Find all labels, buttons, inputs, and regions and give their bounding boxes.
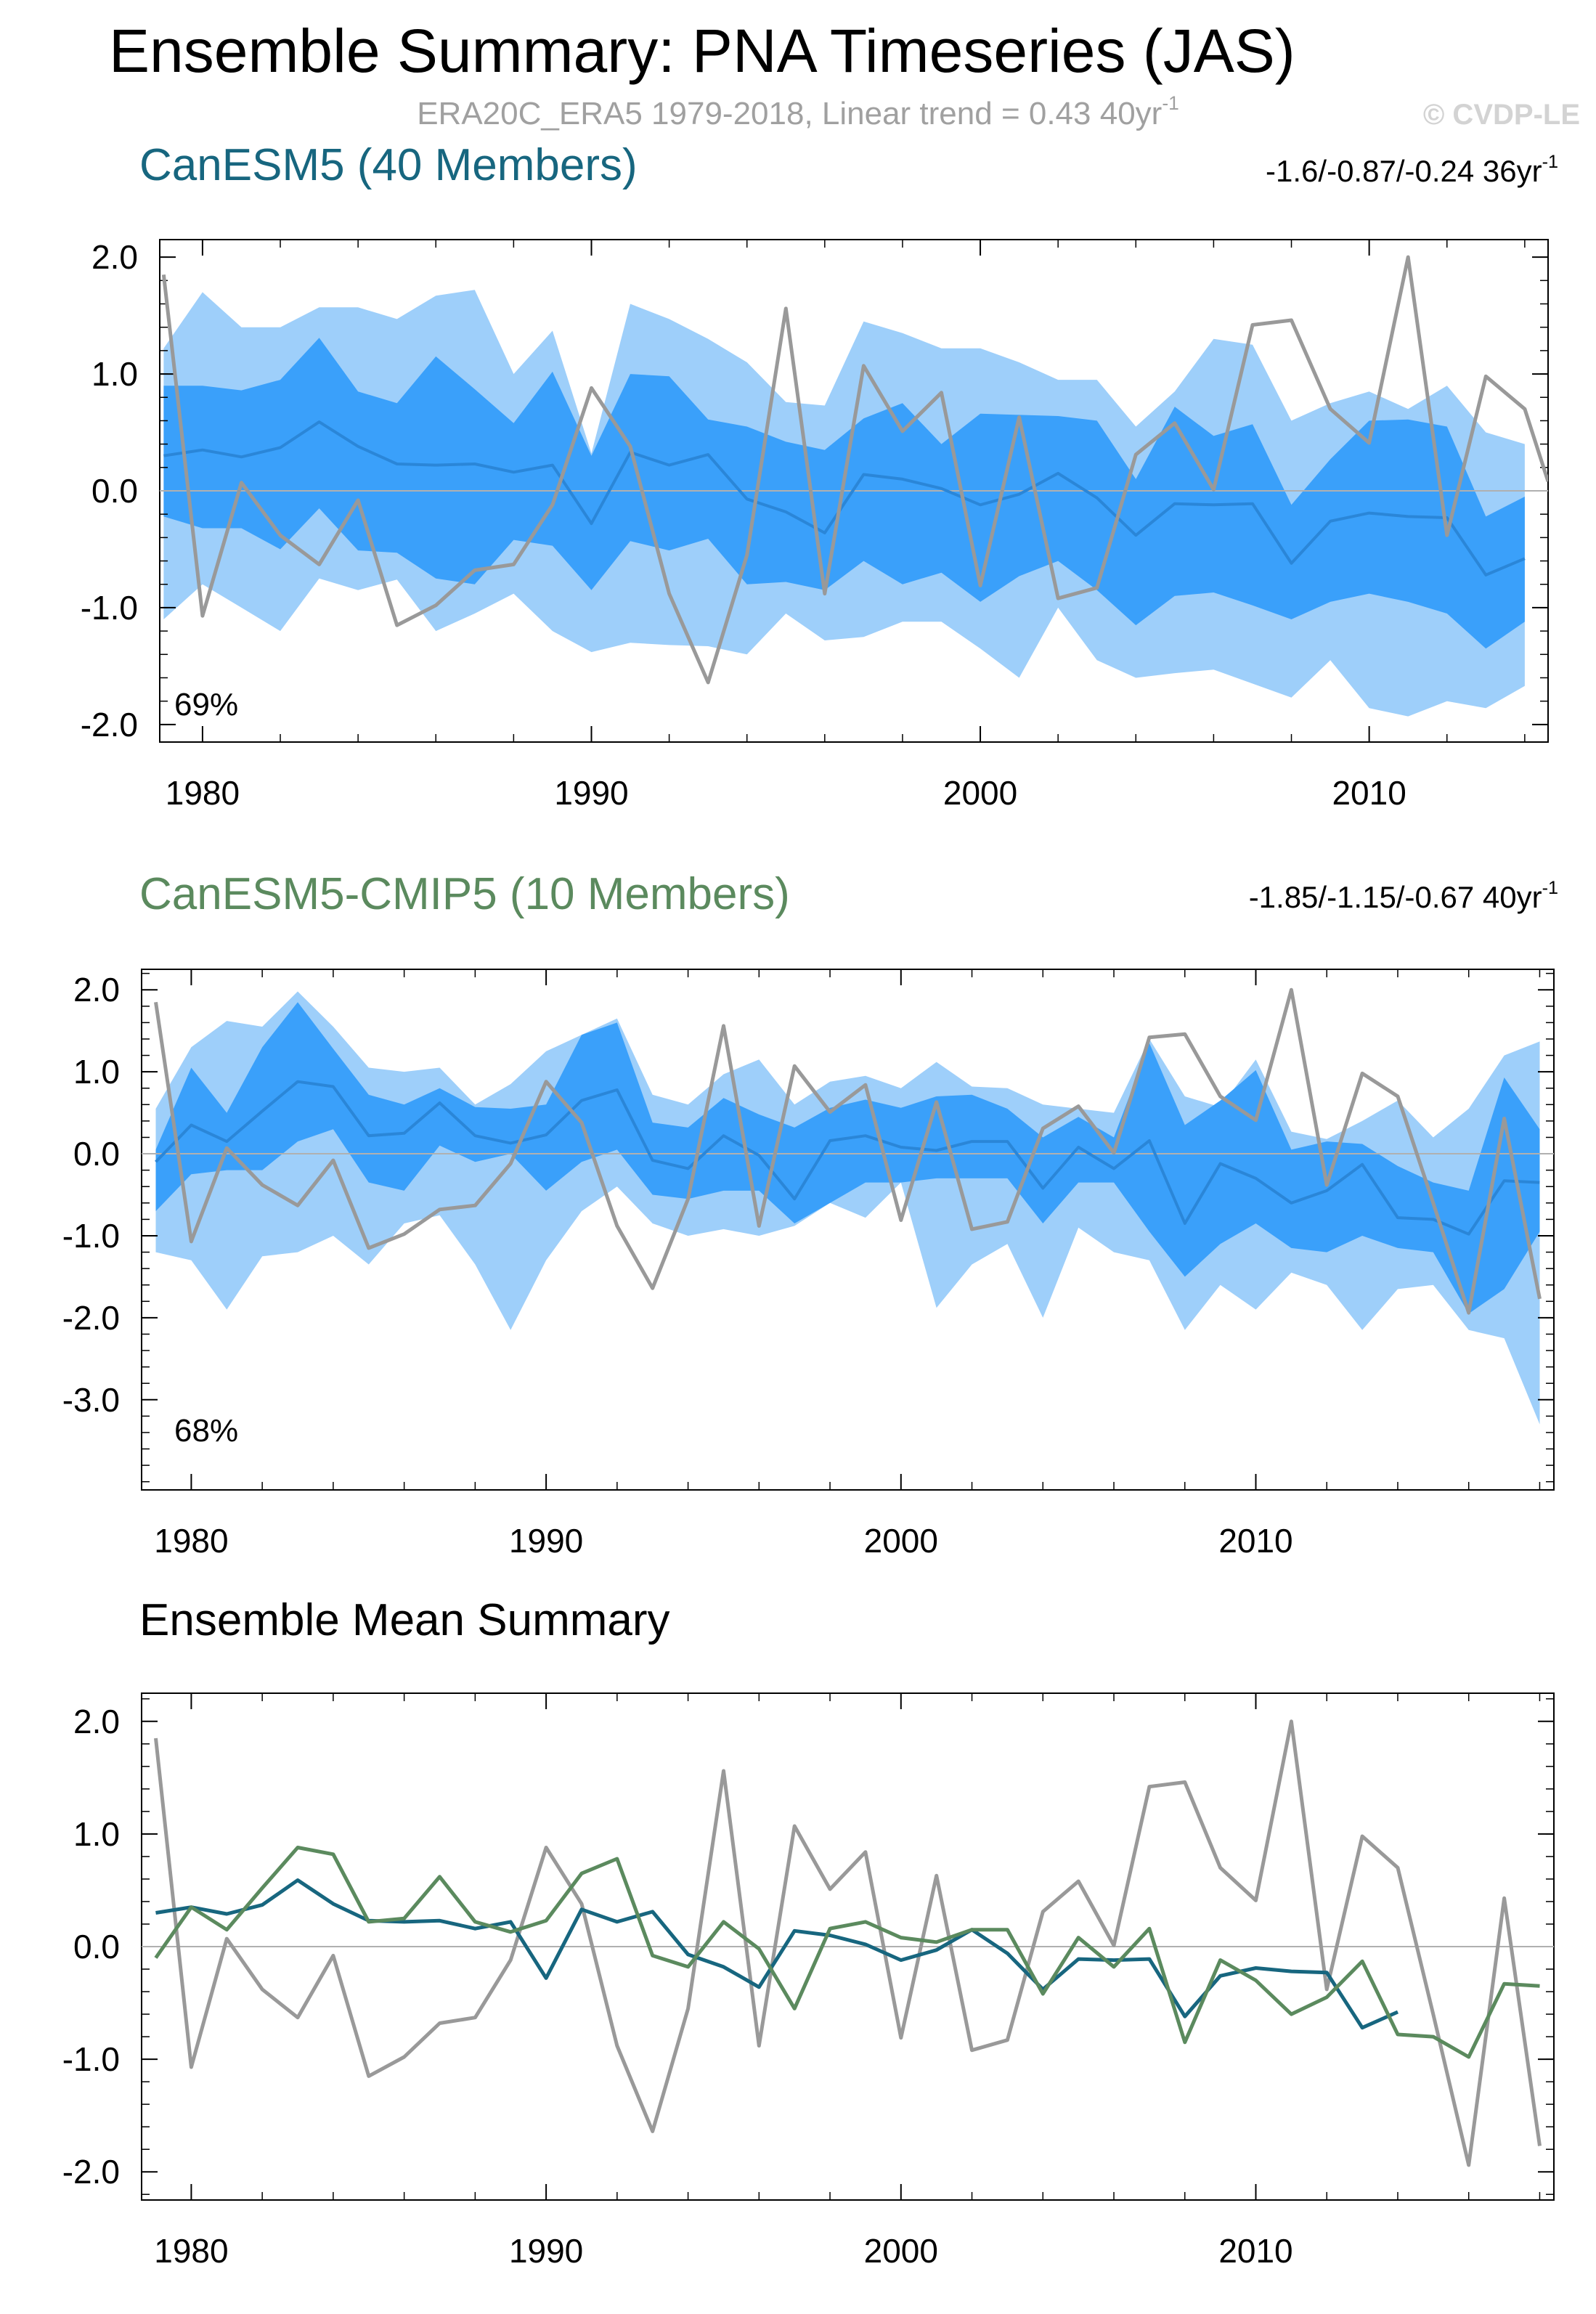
panel-2-xtick-label: 1980 [154, 1522, 228, 1560]
panel-1-observed-line [161, 255, 1548, 685]
figure-subtitle: ERA20C_ERA5 1979-2018, Linear trend = 0.… [0, 94, 1596, 132]
panel-3-xtick-label: 1980 [154, 2232, 228, 2270]
panel-1-xtick-label: 2010 [1332, 774, 1406, 812]
panel-1-ytick-label: -2.0 [81, 706, 138, 744]
panel-3-ytick-label: 0.0 [73, 1928, 120, 1965]
panel-2-title: CanESM5-CMIP5 (10 Members) [139, 869, 790, 919]
panel-1-trend-sup: -1 [1542, 152, 1558, 173]
panel-1-ensemble-mean-line [163, 420, 1526, 577]
panel-3-xtick-label: 2010 [1218, 2232, 1292, 2270]
panel-3-ytick-label: -2.0 [62, 2153, 120, 2191]
panel-1-ytick-label: 2.0 [91, 238, 138, 276]
panel-1-trend: -1.6/-0.87/-0.24 36yr-1 [1266, 152, 1558, 189]
panel-2-ytick-label: -1.0 [62, 1217, 120, 1255]
panel-1-ytick-label: 1.0 [91, 355, 138, 393]
summary-series-canesm5-cmip5-line [154, 1846, 1540, 2059]
panel-2-ytick-label: -3.0 [62, 1381, 120, 1419]
panel-2-ytick-label: 1.0 [73, 1053, 120, 1091]
panel-1-inner-band [163, 338, 1525, 649]
panel-1-ytick-label: -1.0 [81, 589, 138, 627]
summary-series-canesm5-line [155, 1878, 1399, 2030]
panel-2-xtick-label: 1990 [509, 1522, 583, 1560]
panel-3-ytick-label: 2.0 [73, 1703, 120, 1740]
copyright-label: © CVDP-LE [1422, 99, 1580, 131]
panel-1-trend-text: -1.6/-0.87/-0.24 36yr [1266, 154, 1542, 188]
panel-3-xtick-label: 1990 [509, 2232, 583, 2270]
panel-1-ytick-label: 0.0 [91, 472, 138, 510]
panel-1-xtick-label: 1990 [554, 774, 628, 812]
summary-series-observed-line [154, 1719, 1542, 2167]
panel-2-ytick-label: 2.0 [73, 971, 120, 1009]
panel-2-trend-text: -1.85/-1.15/-0.67 40yr [1248, 880, 1542, 914]
panel-1-xtick-label: 1980 [166, 774, 240, 812]
panel-1-title: CanESM5 (40 Members) [139, 140, 638, 190]
panel-3-ytick-label: -1.0 [62, 2040, 120, 2078]
panel-2-xtick-label: 2010 [1218, 1522, 1292, 1560]
panel-1-percent-label: 69% [174, 687, 238, 722]
panel-2-outer-band [155, 991, 1540, 1425]
panel-2-ytick-label: 0.0 [73, 1135, 120, 1173]
panel-3-title: Ensemble Mean Summary [139, 1595, 670, 1645]
panel-2-ensemble-mean-line [155, 1080, 1540, 1236]
panel-2-trend-sup: -1 [1542, 878, 1558, 899]
panel-2-trend: -1.85/-1.15/-0.67 40yr-1 [1248, 878, 1558, 915]
panel-3-xtick-label: 2000 [864, 2232, 938, 2270]
panel-2-ytick-label: -2.0 [62, 1299, 120, 1337]
panel-1-xtick-label: 2000 [943, 774, 1017, 812]
panel-2-observed-line [154, 987, 1542, 1315]
figure-title: Ensemble Summary: PNA Timeseries (JAS) [109, 17, 1295, 85]
panel-2-xtick-label: 2000 [864, 1522, 938, 1560]
subtitle-superscript: -1 [1162, 92, 1179, 115]
panel-3-ytick-label: 1.0 [73, 1815, 120, 1853]
panel-2-percent-label: 68% [174, 1413, 238, 1449]
panel-2-inner-band [155, 1002, 1540, 1314]
panel-2-frame [141, 969, 1555, 1491]
subtitle-text: ERA20C_ERA5 1979-2018, Linear trend = 0.… [417, 96, 1163, 131]
